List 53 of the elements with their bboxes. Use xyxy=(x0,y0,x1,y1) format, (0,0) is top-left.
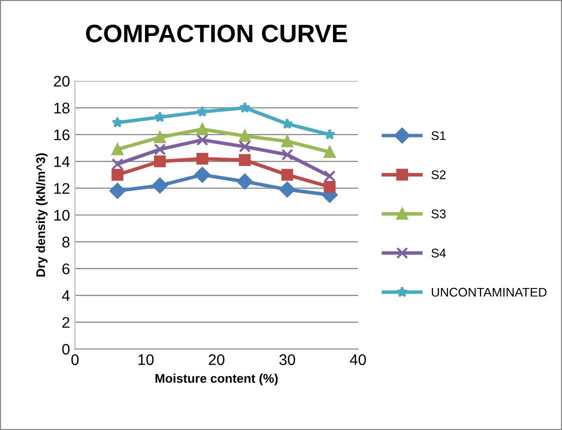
point xyxy=(279,182,296,198)
y-tick-label: 0 xyxy=(62,344,70,355)
point xyxy=(154,143,166,156)
point xyxy=(154,155,166,168)
y-tick-label: 10 xyxy=(54,210,70,221)
point xyxy=(152,178,168,194)
y-tick-label: 12 xyxy=(54,183,70,194)
x-tick-label: 10 xyxy=(138,354,154,366)
x-tick-label: 40 xyxy=(350,354,366,366)
point xyxy=(110,182,126,199)
y-tick-label: 2 xyxy=(62,317,70,328)
point xyxy=(238,140,251,153)
chart-title: COMPACTION CURVE xyxy=(86,24,348,42)
point xyxy=(282,118,293,129)
point xyxy=(196,123,208,136)
point xyxy=(196,152,208,165)
x-axis-title: Moisture content (%) xyxy=(156,374,278,386)
x-tick-label: 30 xyxy=(279,354,296,366)
legend-label: UNCONTAMINATED xyxy=(432,288,547,297)
point xyxy=(196,106,208,117)
point xyxy=(324,180,336,193)
point xyxy=(154,111,166,122)
point xyxy=(236,174,253,190)
y-tick-label: 8 xyxy=(62,236,70,248)
point xyxy=(238,130,251,142)
y-tick-label: 18 xyxy=(54,102,70,114)
point xyxy=(238,154,251,166)
point xyxy=(239,102,250,113)
y-axis-title: Dry density (kN/m^3) xyxy=(36,153,48,277)
point xyxy=(324,128,336,140)
point xyxy=(194,166,210,183)
point xyxy=(281,135,294,148)
point xyxy=(112,116,124,128)
y-tick-label: 14 xyxy=(54,156,70,167)
point xyxy=(324,146,336,158)
legend-label: S4 xyxy=(431,248,446,258)
legend-label: S3 xyxy=(431,210,446,218)
point xyxy=(196,134,208,146)
legend-label: S1 xyxy=(431,131,446,140)
point xyxy=(154,131,166,144)
y-tick-label: 4 xyxy=(62,290,70,301)
legend-label: S2 xyxy=(431,170,446,180)
point xyxy=(112,143,124,156)
x-tick-label: 0 xyxy=(71,354,79,366)
point xyxy=(281,148,294,161)
point xyxy=(112,158,124,170)
y-tick-label: 20 xyxy=(54,76,70,87)
y-tick-label: 6 xyxy=(62,263,70,274)
y-tick-label: 16 xyxy=(54,129,70,140)
point xyxy=(324,170,336,182)
point xyxy=(112,168,124,181)
point xyxy=(281,168,294,181)
x-tick-label: 20 xyxy=(208,354,224,366)
